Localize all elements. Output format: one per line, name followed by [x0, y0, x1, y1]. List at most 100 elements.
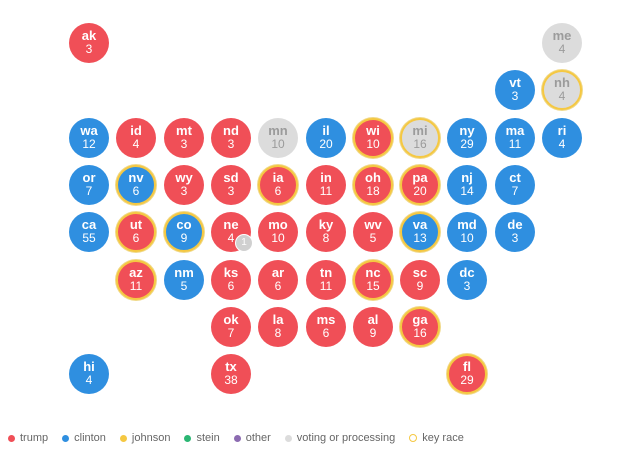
electoral-votes: 4	[132, 137, 140, 151]
electoral-votes: 6	[132, 231, 140, 245]
state-tile-wv[interactable]: wv 5	[353, 212, 393, 252]
electoral-votes: 8	[274, 326, 282, 340]
electoral-votes: 3	[180, 184, 188, 198]
state-abbr: fl	[463, 359, 471, 374]
state-tile-tn[interactable]: tn 11	[306, 260, 346, 300]
electoral-votes: 3	[180, 137, 188, 151]
state-tile-ok[interactable]: ok 7	[211, 307, 251, 347]
state-tile-ma[interactable]: ma 11	[495, 118, 535, 158]
electoral-votes: 29	[460, 373, 474, 387]
state-abbr: id	[130, 123, 142, 138]
state-abbr: nh	[554, 75, 570, 90]
electoral-votes: 10	[271, 231, 285, 245]
state-tile-ga[interactable]: ga 16	[400, 307, 440, 347]
state-abbr: nj	[461, 170, 473, 185]
state-abbr: nv	[128, 170, 144, 185]
state-tile-mt[interactable]: mt 3	[164, 118, 204, 158]
electoral-votes: 3	[463, 279, 471, 293]
state-tile-ct[interactable]: ct 7	[495, 165, 535, 205]
state-abbr: va	[412, 217, 428, 232]
state-abbr: mn	[268, 123, 288, 138]
electoral-votes: 4	[558, 42, 566, 56]
state-abbr: ca	[81, 217, 97, 232]
state-tile-sc[interactable]: sc 9	[400, 260, 440, 300]
state-abbr: al	[367, 312, 379, 327]
state-tile-oh[interactable]: oh 18	[353, 165, 393, 205]
state-abbr: vt	[509, 75, 521, 90]
electoral-votes: 6	[322, 326, 330, 340]
state-tile-ar[interactable]: ar 6	[258, 260, 298, 300]
state-tile-ut[interactable]: ut 6	[116, 212, 156, 252]
state-tile-nh[interactable]: nh 4	[542, 70, 582, 110]
state-abbr: ma	[505, 123, 525, 138]
state-tile-hi[interactable]: hi 4	[69, 354, 109, 394]
state-tile-me[interactable]: me 4	[542, 23, 582, 63]
state-tile-nv[interactable]: nv 6	[116, 165, 156, 205]
state-tile-nm[interactable]: nm 5	[164, 260, 204, 300]
state-tile-al[interactable]: al 9	[353, 307, 393, 347]
state-abbr: dc	[459, 265, 475, 280]
state-abbr: wi	[366, 123, 380, 138]
electoral-votes: 4	[558, 137, 566, 151]
state-tile-id[interactable]: id 4	[116, 118, 156, 158]
state-abbr: ny	[459, 123, 475, 138]
legend-swatch	[233, 434, 241, 442]
state-tile-fl[interactable]: fl 29	[447, 354, 487, 394]
state-tile-ri[interactable]: ri 4	[542, 118, 582, 158]
state-tile-in[interactable]: in 11	[306, 165, 346, 205]
electoral-votes: 18	[366, 184, 380, 198]
state-tile-la[interactable]: la 8	[258, 307, 298, 347]
electoral-votes: 10	[271, 137, 285, 151]
electoral-votes: 4	[85, 373, 93, 387]
state-abbr: co	[176, 217, 192, 232]
electoral-votes: 3	[511, 89, 519, 103]
state-tile-ks[interactable]: ks 6	[211, 260, 251, 300]
state-tile-wi[interactable]: wi 10	[353, 118, 393, 158]
district-badge: 1	[235, 234, 253, 252]
state-abbr: sd	[223, 170, 239, 185]
state-tile-ne[interactable]: ne 4 1	[211, 212, 253, 252]
state-tile-ca[interactable]: ca 55	[69, 212, 109, 252]
state-tile-mi[interactable]: mi 16	[400, 118, 440, 158]
electoral-votes: 20	[319, 137, 333, 151]
state-tile-ia[interactable]: ia 6	[258, 165, 298, 205]
electoral-votes: 9	[180, 231, 188, 245]
legend-item-johnson: johnson	[119, 432, 170, 444]
state-tile-sd[interactable]: sd 3	[211, 165, 251, 205]
state-tile-mn[interactable]: mn 10	[258, 118, 298, 158]
electoral-votes: 7	[227, 326, 235, 340]
legend-item-clinton: clinton	[62, 432, 106, 444]
legend-swatch	[284, 434, 292, 442]
electoral-votes: 6	[227, 279, 235, 293]
legend-label: clinton	[74, 432, 106, 444]
state-abbr: ct	[509, 170, 521, 185]
state-tile-ny[interactable]: ny 29	[447, 118, 487, 158]
electoral-votes: 11	[319, 279, 333, 293]
state-tile-ak[interactable]: ak 3	[69, 23, 109, 63]
electoral-votes: 13	[413, 231, 427, 245]
electoral-votes: 7	[85, 184, 93, 198]
state-tile-wa[interactable]: wa 12	[69, 118, 109, 158]
state-tile-nj[interactable]: nj 14	[447, 165, 487, 205]
electoral-votes: 12	[82, 137, 96, 151]
state-tile-mo[interactable]: mo 10	[258, 212, 298, 252]
state-tile-pa[interactable]: pa 20	[400, 165, 440, 205]
state-tile-wy[interactable]: wy 3	[164, 165, 204, 205]
state-tile-md[interactable]: md 10	[447, 212, 487, 252]
state-tile-va[interactable]: va 13	[400, 212, 440, 252]
state-tile-il[interactable]: il 20	[306, 118, 346, 158]
electoral-votes: 9	[416, 279, 424, 293]
state-tile-az[interactable]: az 11	[116, 260, 156, 300]
state-tile-ms[interactable]: ms 6	[306, 307, 346, 347]
state-tile-co[interactable]: co 9	[164, 212, 204, 252]
state-tile-vt[interactable]: vt 3	[495, 70, 535, 110]
electoral-votes: 7	[511, 184, 519, 198]
state-tile-de[interactable]: de 3	[495, 212, 535, 252]
state-tile-nd[interactable]: nd 3	[211, 118, 251, 158]
state-abbr: ks	[223, 265, 239, 280]
state-tile-nc[interactable]: nc 15	[353, 260, 393, 300]
state-tile-dc[interactable]: dc 3	[447, 260, 487, 300]
state-tile-ky[interactable]: ky 8	[306, 212, 346, 252]
state-tile-or[interactable]: or 7	[69, 165, 109, 205]
state-tile-tx[interactable]: tx 38	[211, 354, 251, 394]
